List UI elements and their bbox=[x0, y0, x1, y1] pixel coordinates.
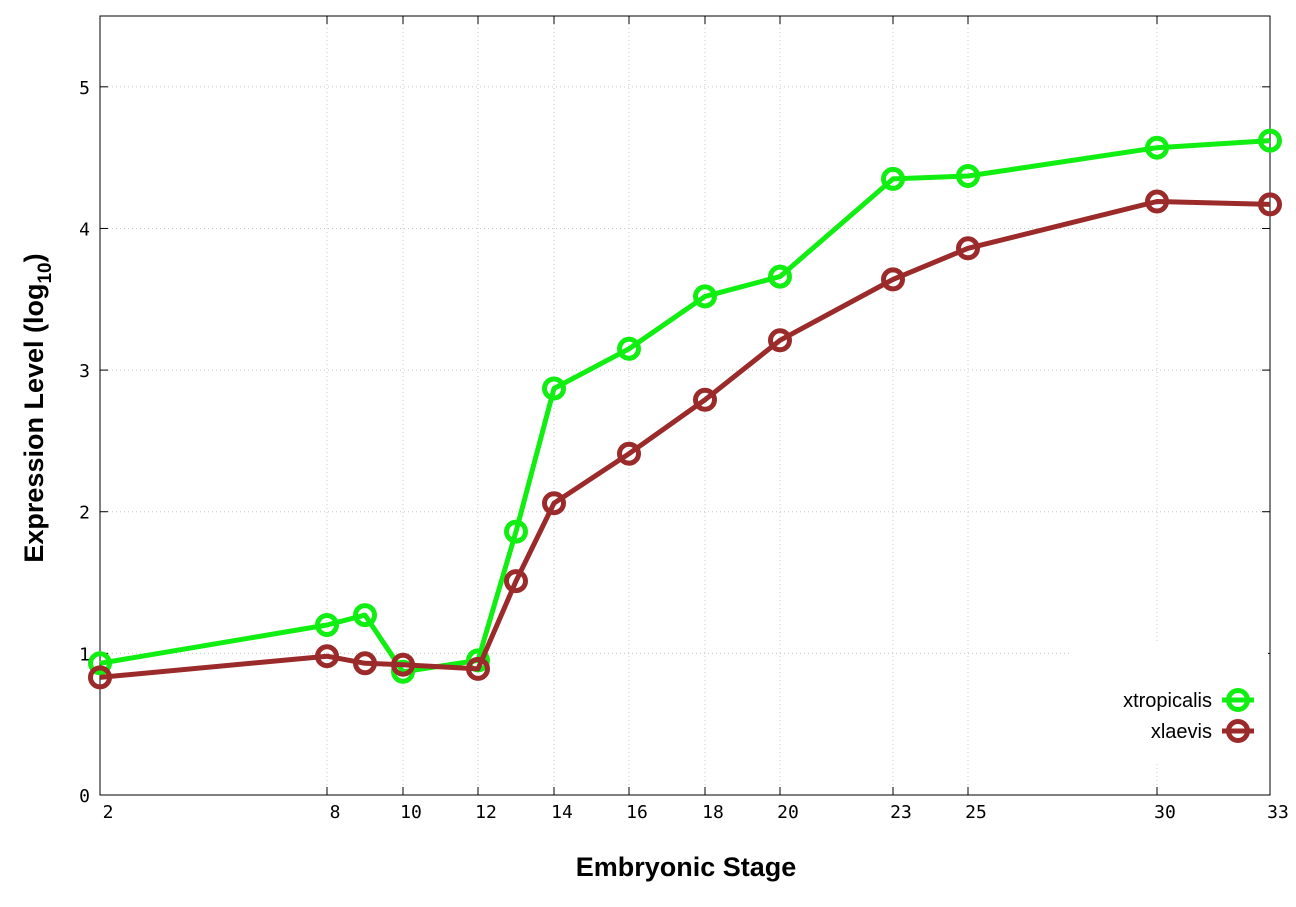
x-tick-label: 18 bbox=[702, 802, 724, 823]
y-axis-title-close: ) bbox=[19, 253, 49, 262]
data-point-xlaevis bbox=[315, 644, 339, 669]
x-tick-label: 12 bbox=[475, 802, 497, 823]
y-tick-label: 3 bbox=[79, 361, 90, 382]
x-tick-label: 2 bbox=[103, 802, 114, 823]
y-tick-label: 0 bbox=[79, 786, 90, 807]
data-point-xtropicalis bbox=[353, 603, 377, 628]
data-point-xtropicalis bbox=[315, 613, 339, 637]
legend-label-xtropicalis: xtropicalis bbox=[1123, 690, 1212, 712]
legend-label-xlaevis: xlaevis bbox=[1151, 721, 1212, 743]
data-point-xtropicalis bbox=[881, 166, 905, 191]
x-tick-label: 16 bbox=[626, 802, 648, 823]
y-tick-label: 5 bbox=[79, 78, 90, 99]
data-point-xlaevis bbox=[693, 387, 717, 412]
x-tick-label: 30 bbox=[1154, 802, 1176, 823]
legend-marker-xtropicalis bbox=[1226, 688, 1250, 712]
y-axis-title-subscript: 10 bbox=[35, 262, 56, 283]
legend-marker-xlaevis bbox=[1226, 719, 1250, 743]
data-point-xtropicalis bbox=[768, 264, 792, 289]
x-tick-label: 33 bbox=[1267, 802, 1289, 823]
data-point-xtropicalis bbox=[504, 519, 528, 544]
plot-frame bbox=[99, 15, 1271, 796]
y-tick-label: 4 bbox=[79, 219, 90, 240]
x-tick-label: 8 bbox=[330, 802, 341, 823]
data-point-xtropicalis bbox=[542, 376, 566, 401]
x-axis-title: Embryonic Stage bbox=[576, 852, 797, 882]
gridlines bbox=[100, 16, 1270, 795]
legend: xtropicalis xlaevis bbox=[1072, 642, 1268, 762]
data-point-xlaevis bbox=[504, 569, 528, 594]
data-point-xlaevis bbox=[542, 491, 566, 516]
y-tick-label: 2 bbox=[79, 503, 90, 524]
y-tick-label: 1 bbox=[79, 644, 90, 665]
x-tick-label: 10 bbox=[400, 802, 422, 823]
data-point-xlaevis bbox=[1145, 189, 1169, 214]
data-point-xtropicalis bbox=[693, 284, 717, 309]
data-point-xtropicalis bbox=[1145, 135, 1169, 160]
data-point-xlaevis bbox=[353, 651, 377, 676]
x-tick-label: 20 bbox=[777, 802, 799, 823]
data-point-xlaevis bbox=[768, 328, 792, 353]
data-point-xlaevis bbox=[956, 236, 980, 261]
data-point-xtropicalis bbox=[617, 336, 641, 361]
data-point-xlaevis bbox=[617, 441, 641, 466]
series-lines bbox=[88, 128, 1282, 690]
data-point-xlaevis bbox=[466, 656, 490, 681]
x-tick-label: 23 bbox=[890, 802, 912, 823]
y-axis-title: Expression Level (log10) bbox=[19, 253, 56, 562]
data-point-xlaevis bbox=[1258, 192, 1282, 217]
data-point-xtropicalis bbox=[1258, 128, 1282, 153]
series-line-xlaevis bbox=[99, 199, 1271, 680]
data-point-xlaevis bbox=[881, 267, 905, 292]
y-axis-title-main: Expression Level (log bbox=[19, 284, 49, 563]
data-point-xlaevis bbox=[391, 652, 415, 677]
x-tick-label: 14 bbox=[551, 802, 573, 823]
data-point-xlaevis bbox=[88, 665, 112, 690]
data-point-xtropicalis bbox=[956, 164, 980, 188]
data-point-xtropicalis bbox=[88, 651, 112, 676]
series-xlaevis bbox=[88, 189, 1282, 690]
x-tick-label: 25 bbox=[965, 802, 987, 823]
